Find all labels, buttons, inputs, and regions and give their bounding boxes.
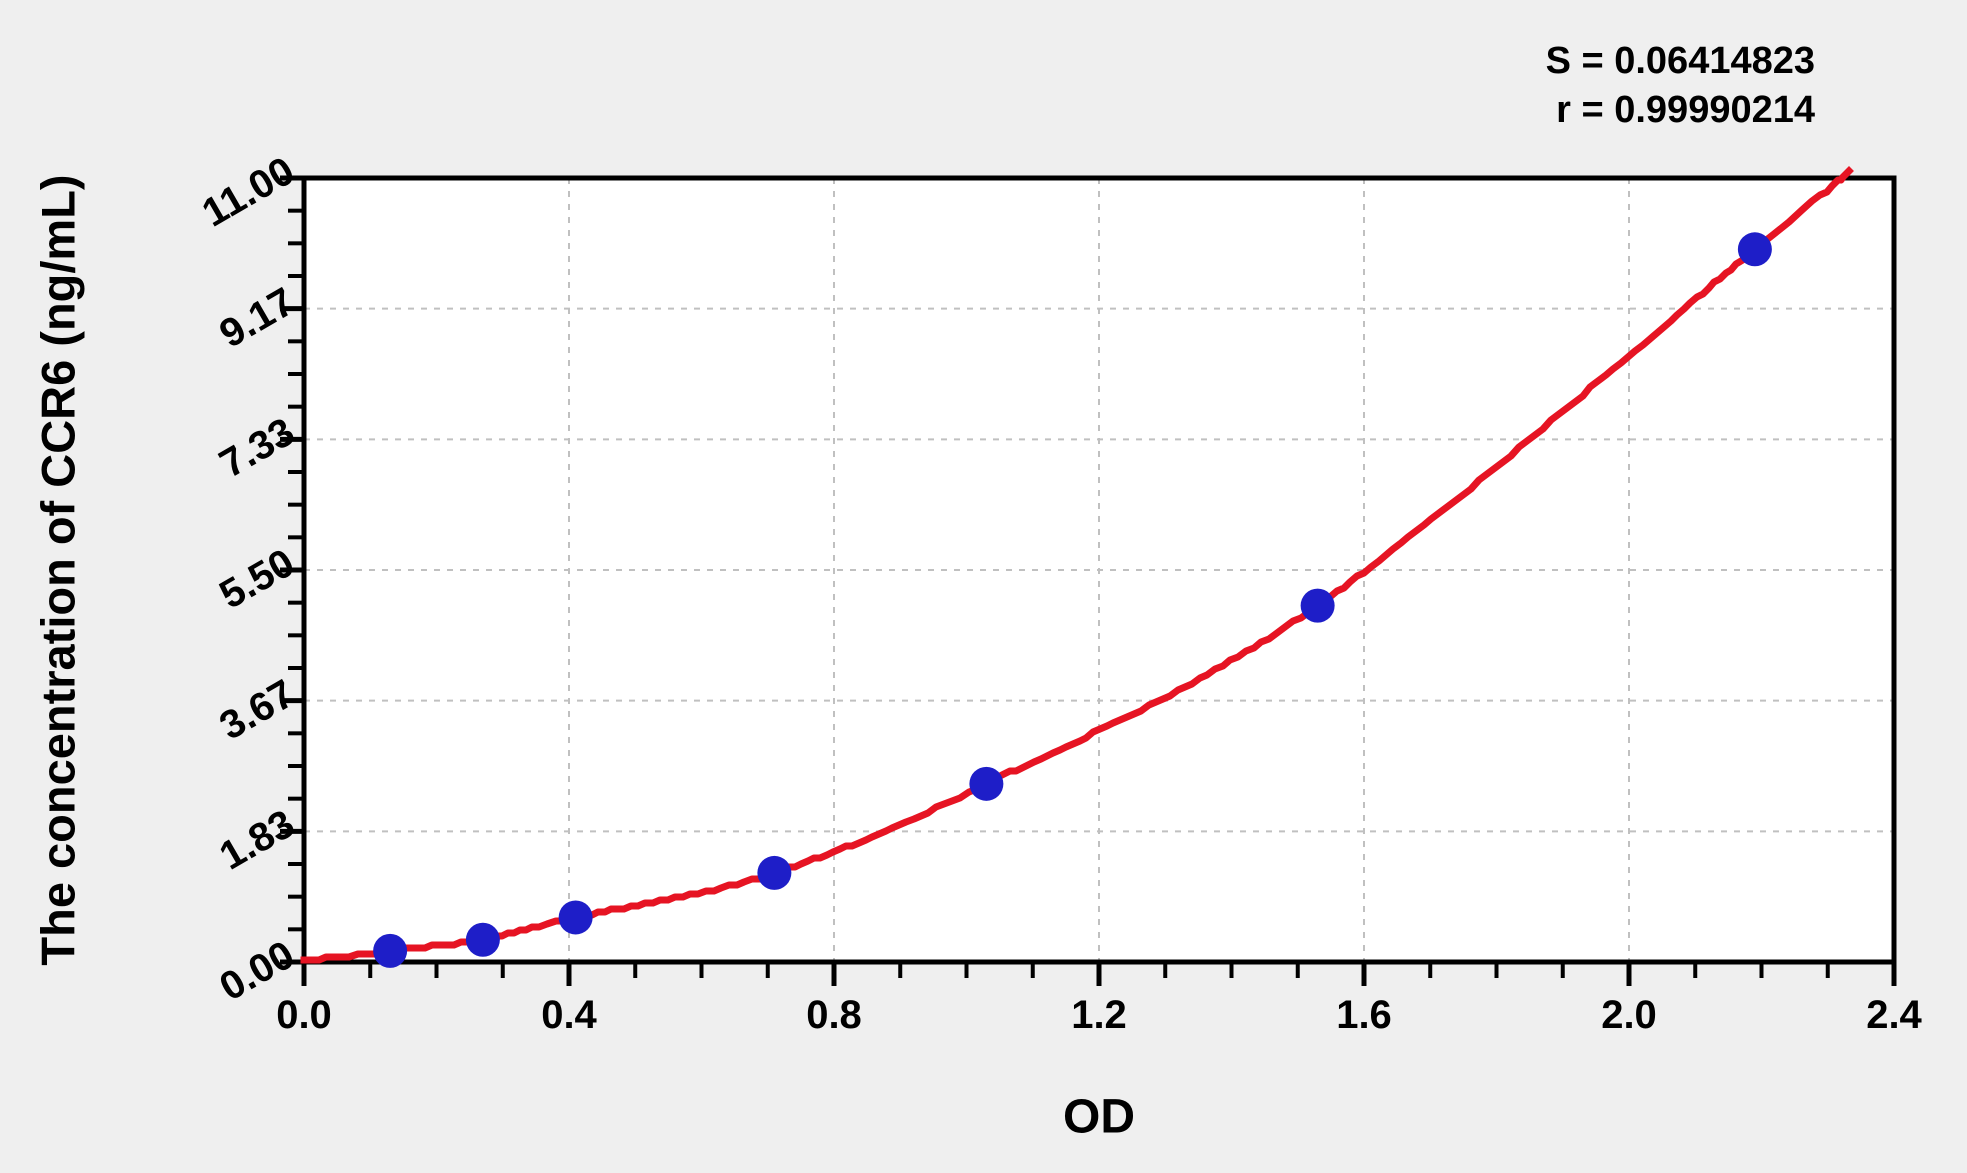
data-points [373, 232, 1772, 968]
x-axis-title: OD [1063, 1090, 1135, 1144]
x-tick-label-0.4: 0.4 [541, 993, 597, 1037]
fit-statistics: S = 0.06414823 r = 0.99990214 [1546, 37, 1815, 135]
x-tick-label-0.0: 0.0 [276, 993, 332, 1037]
stat-r-value: r = 0.99990214 [1556, 89, 1815, 131]
data-point-7 [1737, 232, 1772, 267]
data-point-2 [465, 922, 500, 957]
data-point-4 [757, 855, 792, 890]
data-point-3 [558, 900, 593, 935]
axis-ticks [280, 175, 1897, 986]
x-tick-label-2.0: 2.0 [1601, 993, 1657, 1037]
data-point-1 [373, 933, 408, 968]
x-tick-label-1.2: 1.2 [1071, 993, 1127, 1037]
plot-frame [301, 175, 1897, 965]
stat-s-value: S = 0.06414823 [1545, 40, 1815, 82]
x-tick-label-1.6: 1.6 [1336, 993, 1392, 1037]
grid-lines [304, 178, 1894, 962]
data-point-6 [1300, 588, 1335, 623]
x-tick-label-0.8: 0.8 [806, 993, 862, 1037]
data-point-5 [969, 766, 1004, 801]
x-tick-label-2.4: 2.4 [1866, 993, 1922, 1037]
